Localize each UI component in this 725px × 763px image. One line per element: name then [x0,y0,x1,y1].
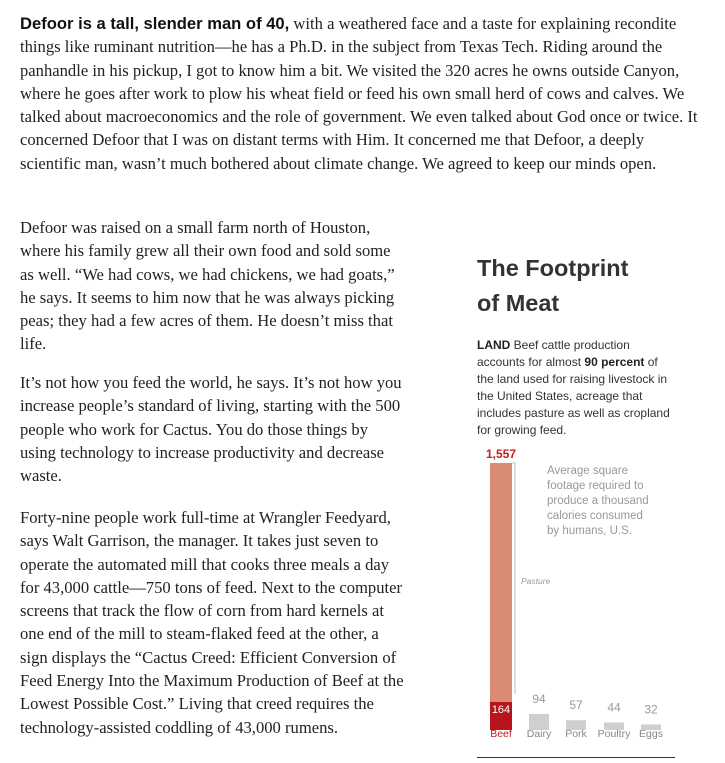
value-label-pork: 57 [569,698,583,712]
graphic-title-line-1: The Footprint [477,255,629,281]
graphic-title-line-2: of Meat [477,290,560,316]
desc-text-1: Beef cattle production accounts for almo… [477,338,630,369]
article-paragraph-2: Defoor was raised on a small farm north … [20,218,395,354]
chart-annotation-line: produce a thousand [547,495,649,507]
chart-annotation-line: by humans, U.S. [547,525,632,537]
article-paragraph-3: It’s not how you feed the world, he says… [20,373,402,486]
beef-value-label: 1,557 [486,447,516,461]
beef-crop-bar [490,701,512,730]
article-paragraph-4: Forty-nine people work full-time at Wran… [20,508,404,737]
desc-label: LAND [477,338,511,352]
desc-bold: 90 percent [584,355,645,369]
lead-in-text: Defoor is a tall, slender man of 40, [20,14,290,33]
beef-segment-value-label: 164 [492,704,510,716]
category-label-eggs: Eggs [639,728,663,740]
bar-eggs [641,724,661,730]
chart-annotation-line: calories consumed [547,510,643,522]
beef-bracket-line [512,462,516,694]
bar-poultry [604,722,624,730]
category-label-dairy: Dairy [527,728,552,740]
value-label-poultry: 44 [607,700,621,714]
value-label-dairy: 94 [532,692,546,706]
category-label-beef: Beef [490,728,512,740]
chart-annotation-line: footage required to [547,480,644,492]
pasture-segment-label: Pasture [521,576,551,586]
category-label-poultry: Poultry [598,728,631,740]
beef-pasture-bar [490,463,512,702]
desc-text-2: of the land used for raising livestock i… [477,355,670,437]
bar-pork [566,720,586,730]
graphic-bottom-rule [477,757,675,758]
graphic-description: LAND Beef cattle production accounts for… [477,337,677,439]
value-label-eggs: 32 [644,703,658,717]
footprint-bar-chart: 1,557 164 Pasture 94 57 44 32 Beef Dairy Pork Poul… [486,447,663,740]
article-paragraph-1: Defoor is a tall, slender man of 40, wit… [20,12,700,175]
paragraph-1-body: with a weathered face and a taste for ex… [20,14,698,173]
category-label-pork: Pork [565,728,587,740]
chart-annotation-line: Average square [547,465,628,477]
bar-dairy [529,713,549,730]
graphic-title: The Footprint of Meat [477,251,677,321]
